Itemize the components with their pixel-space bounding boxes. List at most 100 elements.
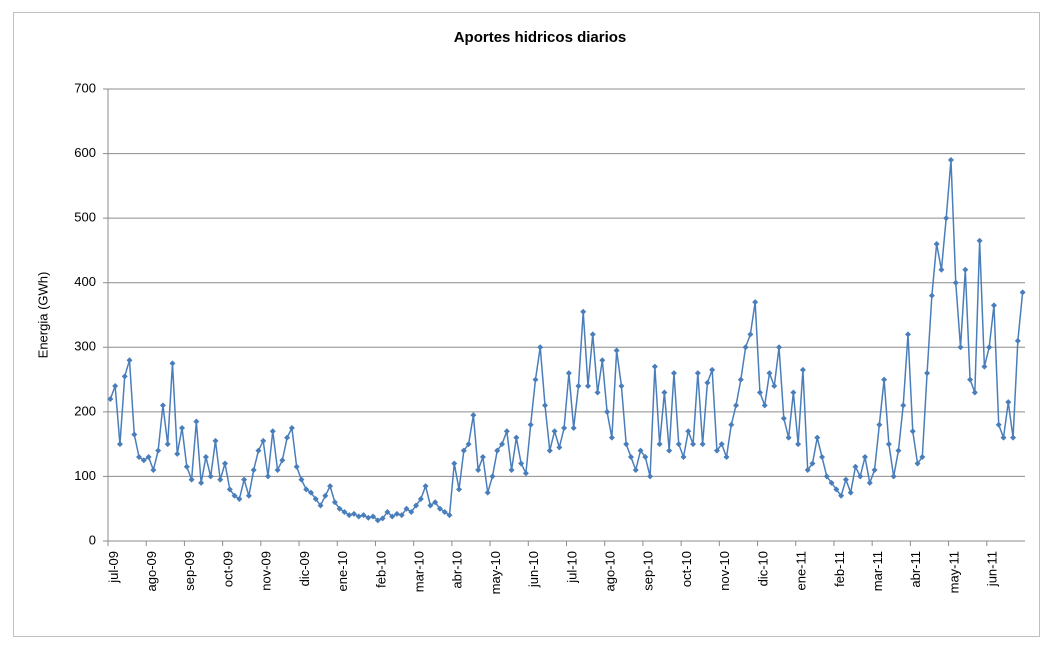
data-point [317,502,324,509]
data-point [222,460,229,467]
data-point [604,408,611,415]
data-point [790,389,797,396]
data-point [847,489,854,496]
data-point [618,383,625,390]
data-point [690,441,697,448]
data-point [613,347,620,354]
data-point [919,454,926,461]
data-point [508,466,515,473]
data-point [952,279,959,286]
x-tick-label: jul-10 [564,551,579,584]
data-point [776,344,783,351]
data-point [651,363,658,370]
x-tick-label: oct-09 [220,551,235,587]
data-point [795,441,802,448]
data-point [947,157,954,164]
data-point [971,389,978,396]
data-point [885,441,892,448]
data-point [967,376,974,383]
data-point [718,441,725,448]
data-point [226,486,233,493]
data-point [264,473,271,480]
data-point [303,486,310,493]
data-point [680,454,687,461]
x-tick-label: ago-09 [144,551,159,591]
data-point [307,489,314,496]
data-point [432,499,439,506]
data-point [694,370,701,377]
data-point [207,473,214,480]
x-tick-label: abr-11 [908,551,923,588]
data-point [422,483,429,490]
data-point [647,473,654,480]
data-point [341,508,348,515]
data-point [670,370,677,377]
data-point [814,434,821,441]
data-point [527,421,534,428]
data-point [1014,337,1021,344]
data-point [298,476,305,483]
data-point [269,428,276,435]
data-point [542,402,549,409]
data-point [327,483,334,490]
data-point [761,402,768,409]
data-point [479,454,486,461]
data-point [1000,434,1007,441]
data-point [766,370,773,377]
data-point [293,463,300,470]
data-point [565,370,572,377]
y-tick-label: 0 [89,532,96,547]
data-point [145,454,152,461]
x-tick-label: jun-11 [985,551,1000,587]
data-point [890,473,897,480]
data-point [876,421,883,428]
data-point [857,473,864,480]
data-point [752,299,759,306]
data-point [260,437,267,444]
data-point [656,441,663,448]
data-point [513,434,520,441]
data-point [828,479,835,486]
data-point [475,466,482,473]
data-point [331,499,338,506]
data-point [494,447,501,454]
data-point [842,476,849,483]
data-point [241,476,248,483]
data-point [551,428,558,435]
data-point [1010,434,1017,441]
data-point [131,431,138,438]
data-point [575,383,582,390]
data-point [398,512,405,519]
data-point [336,505,343,512]
data-point [599,357,606,364]
data-point [159,402,166,409]
data-point [393,510,400,517]
data-point [699,441,706,448]
data-point [713,447,720,454]
data-point [866,479,873,486]
data-point [456,486,463,493]
data-point [742,344,749,351]
data-point [174,450,181,457]
data-point [417,496,424,503]
data-point [112,383,119,390]
x-tick-label: feb-10 [373,551,388,588]
data-point [728,421,735,428]
data-point [202,454,209,461]
data-point [584,383,591,390]
data-point [733,402,740,409]
y-tick-label: 200 [74,403,96,418]
data-point [685,428,692,435]
y-tick-label: 400 [74,274,96,289]
data-point [666,447,673,454]
data-point [862,454,869,461]
y-tick-label: 300 [74,339,96,354]
y-tick-label: 500 [74,210,96,225]
data-point [193,418,200,425]
x-tick-label: ago-10 [603,551,618,591]
x-tick-label: nov-10 [717,551,732,591]
data-point [938,266,945,273]
data-point [799,366,806,373]
data-point [838,492,845,499]
